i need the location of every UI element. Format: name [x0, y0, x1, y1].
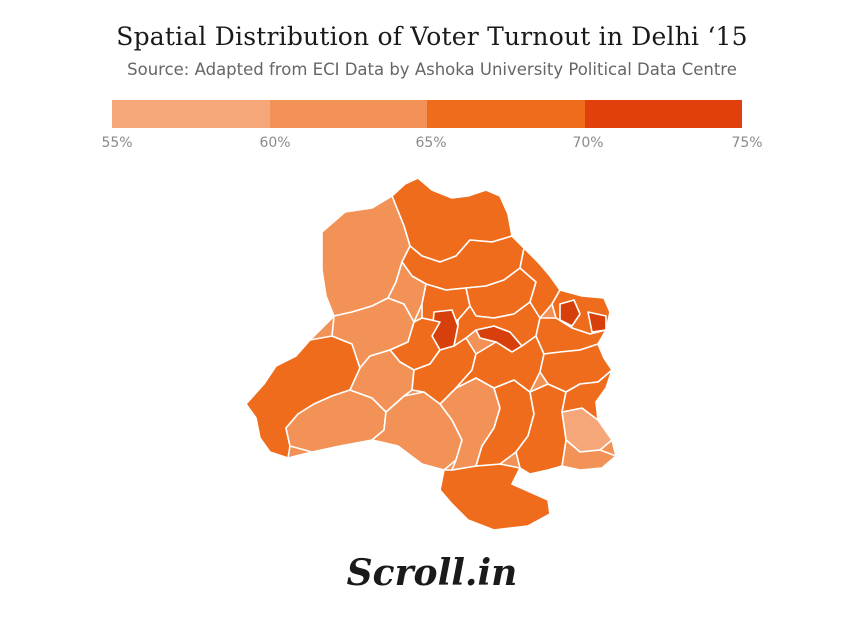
page-subtitle: Source: Adapted from ECI Data by Ashoka …: [127, 60, 737, 79]
constituency-east-1: [519, 247, 561, 319]
constituency-south-east-3: [561, 439, 617, 471]
legend-bin-70-75: [584, 100, 742, 128]
legend-color-scale: [112, 100, 742, 128]
scroll-in-logo: Scroll.in: [346, 552, 518, 594]
constituency-central-11: [455, 335, 545, 393]
legend-tick-65: 65%: [415, 135, 447, 151]
legend-tick-70: 70%: [572, 135, 604, 151]
legend-tick-75: 75%: [731, 135, 763, 151]
constituency-south: [439, 463, 551, 531]
constituency-central-9: [349, 349, 415, 413]
constituency-east-7: [561, 369, 613, 421]
page-title: Spatial Distribution of Voter Turnout in…: [116, 22, 748, 51]
legend-tick-60: 60%: [259, 135, 291, 151]
legend-bin-60-65: [269, 100, 427, 128]
legend-tick-55: 55%: [101, 135, 133, 151]
constituency-east-3: [559, 299, 581, 327]
constituency-east-4: [587, 311, 607, 333]
legend-bin-55-60: [112, 100, 270, 128]
legend-bin-65-70: [427, 100, 585, 128]
